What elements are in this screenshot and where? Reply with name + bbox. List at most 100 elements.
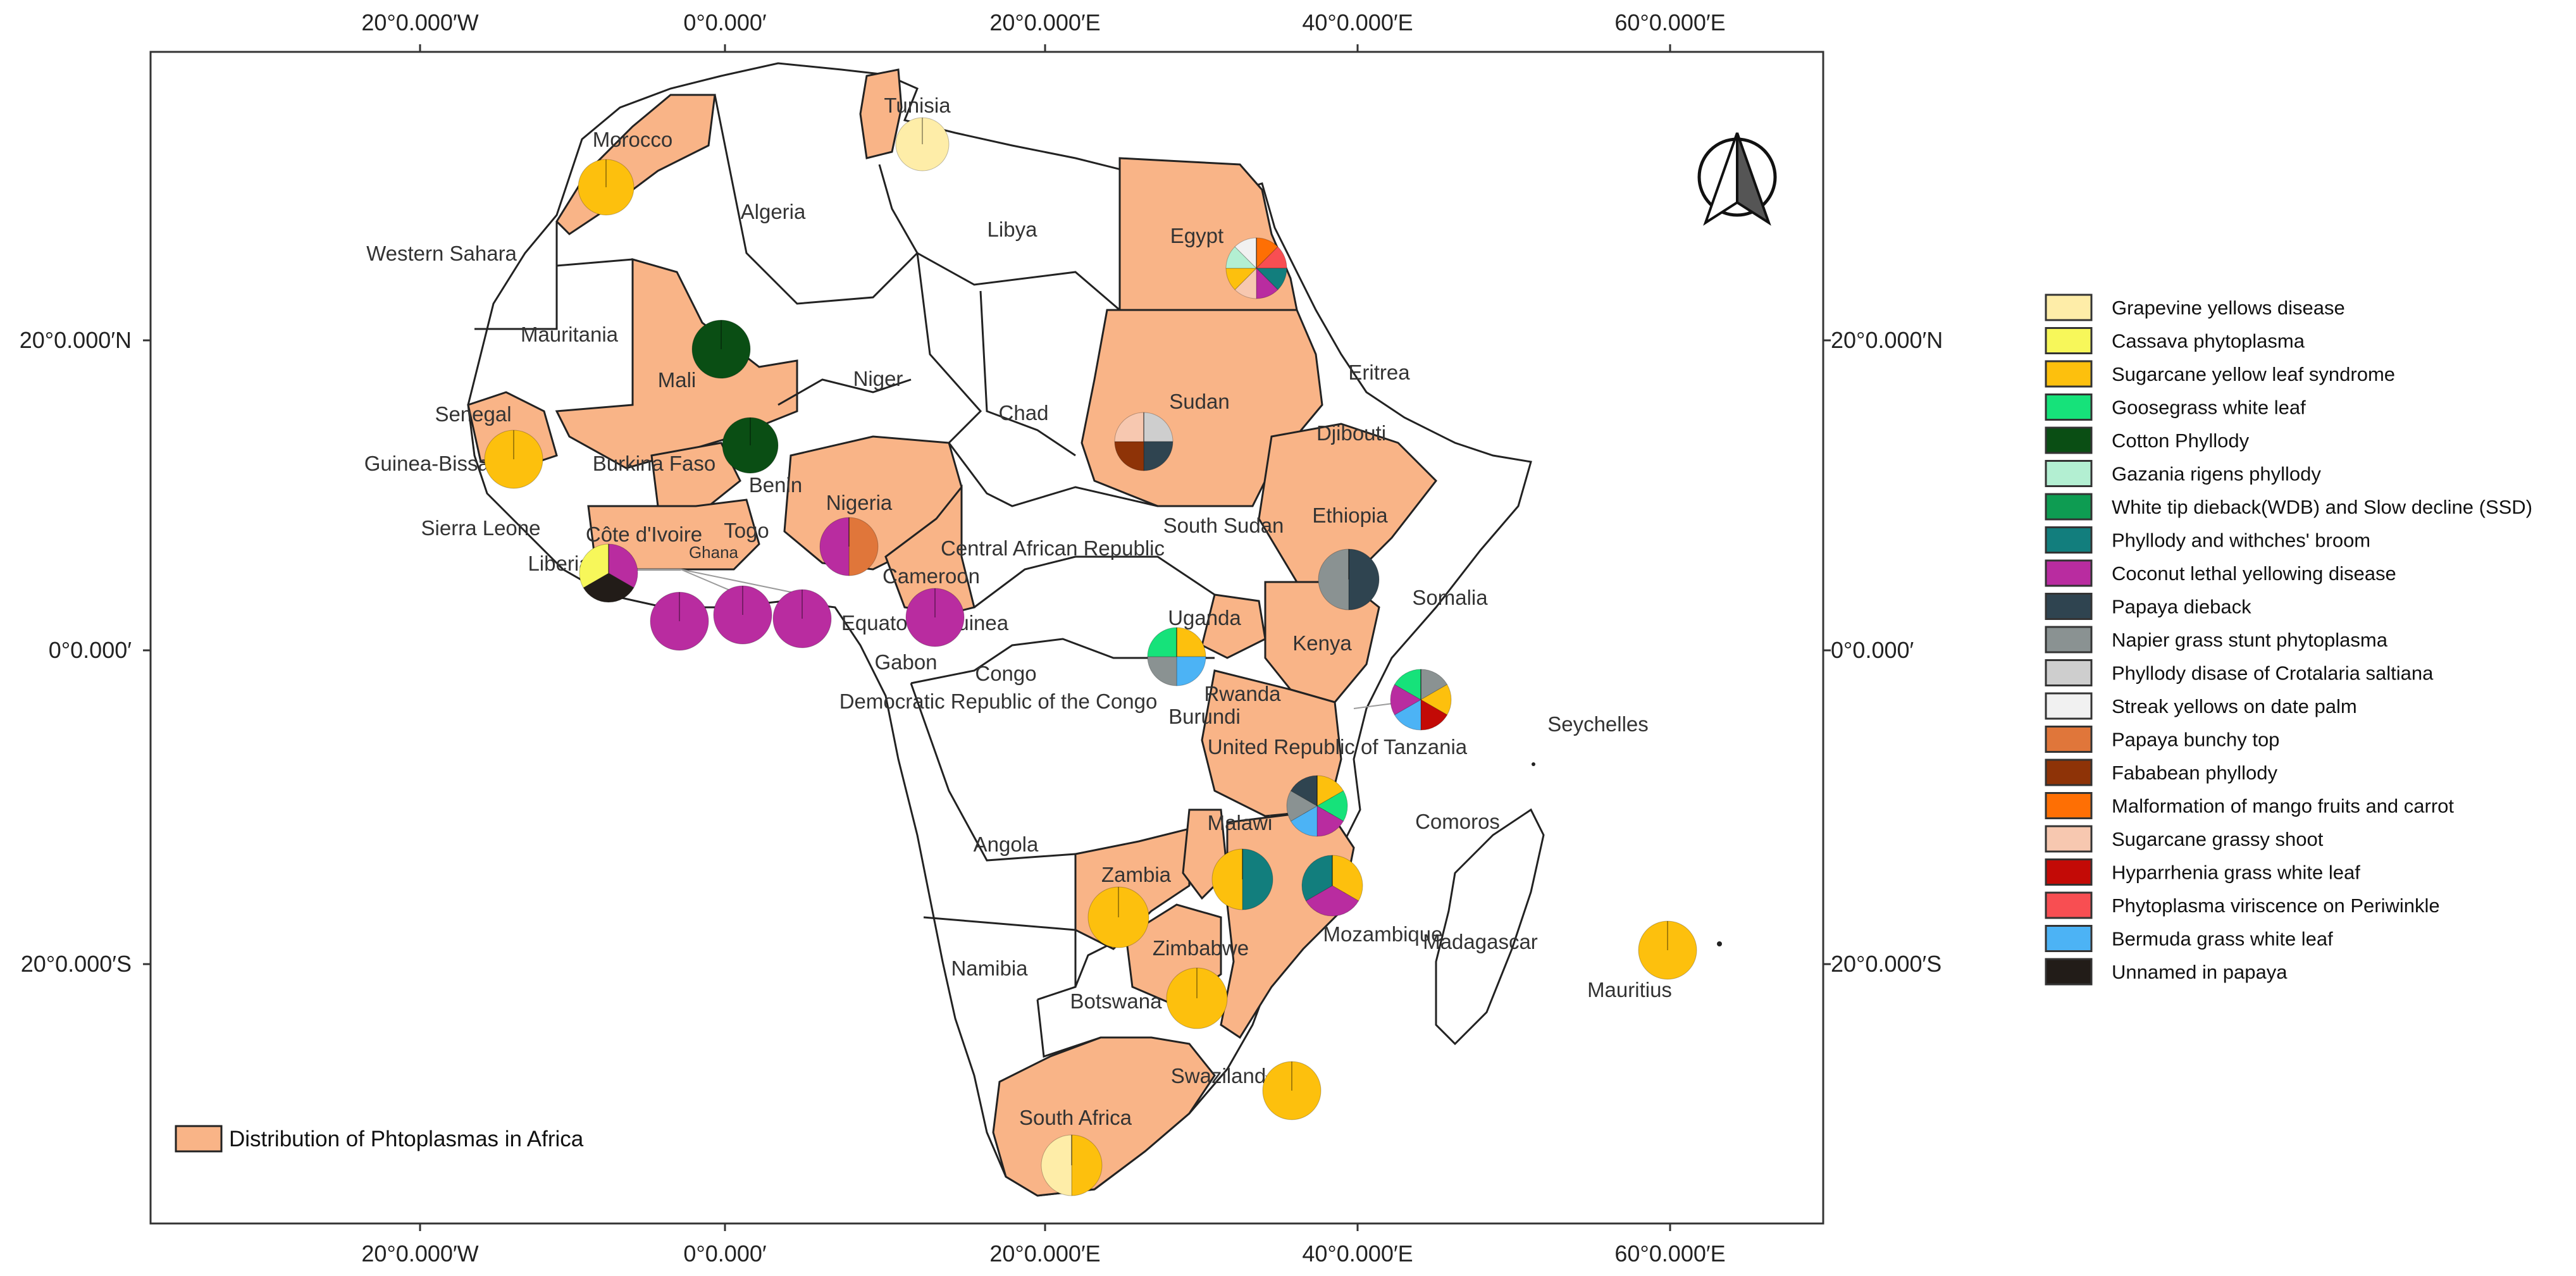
pie-slice — [1255, 268, 1287, 290]
pie-chart — [1114, 412, 1173, 471]
pie-slice — [905, 588, 965, 647]
pie-chart — [819, 517, 879, 576]
pie-slice — [1318, 548, 1349, 610]
country-label: Togo — [724, 519, 769, 542]
top-axis-label: 40°0.000′E — [1302, 9, 1413, 35]
country-label: Angola — [974, 833, 1039, 856]
country-label: Senegal — [435, 402, 511, 426]
pie-slice — [1147, 627, 1177, 657]
pie-slice — [1316, 775, 1344, 807]
pie-slice — [691, 319, 751, 379]
pie-slice — [1638, 920, 1697, 980]
legend-label: Phyllody disase of Crotalaria saltiana — [2112, 662, 2434, 684]
country-label: Eritrea — [1348, 361, 1410, 384]
pie-slice — [819, 517, 850, 576]
legend-label: Coconut lethal yellowing disease — [2112, 562, 2396, 585]
left-axis-label: 0°0.000′ — [49, 637, 132, 663]
country-label: Ghana — [689, 543, 739, 562]
country-label: Namibia — [951, 957, 1028, 980]
legend-swatch — [2045, 925, 2093, 952]
pie-slice — [1114, 441, 1144, 471]
pie-slice — [1143, 412, 1173, 442]
pie-slice — [1316, 790, 1348, 822]
pie-slice — [1143, 441, 1173, 471]
pie-slice — [608, 543, 638, 588]
pie-slice — [772, 589, 832, 648]
legend-swatch — [2045, 958, 2093, 986]
pie-slice — [713, 585, 772, 645]
pie-slice — [1071, 1134, 1103, 1196]
north-arrow-icon — [1697, 132, 1777, 226]
country-label: Uganda — [1168, 606, 1241, 629]
madagascar-island — [1435, 808, 1545, 1046]
legend-swatch — [2045, 327, 2093, 354]
pie-slice — [1234, 267, 1257, 299]
pie-slice — [1255, 246, 1287, 269]
country-label: Mozambique — [1323, 922, 1443, 946]
right-axis-label: 20°0.000′S — [1831, 951, 1941, 977]
pie-slice — [1290, 805, 1318, 837]
country-label: Chad — [999, 401, 1049, 424]
legend-swatch — [2045, 692, 2093, 720]
country-label: Malawi — [1208, 811, 1273, 834]
pie-slice — [583, 573, 635, 603]
country-label: South Sudan — [1163, 514, 1284, 537]
pie-chart — [722, 417, 779, 474]
pie-slice — [650, 592, 709, 651]
pie-chart — [1147, 627, 1206, 686]
country-labels: Tunisia Morocco Algeria Libya Egypt West… — [364, 94, 1672, 1129]
pie-slice — [1316, 805, 1344, 837]
pie-chart — [691, 319, 751, 379]
pie-slice — [1420, 699, 1448, 731]
pie-chart — [578, 159, 635, 216]
legend-swatch — [2045, 426, 2093, 454]
legend-swatch — [2045, 393, 2093, 421]
legend-label: Napier grass stunt phytoplasma — [2112, 629, 2388, 651]
pie-slice — [1211, 848, 1243, 910]
legend-label: Grapevine yellows disease — [2112, 297, 2345, 319]
country-label: Zimbabwe — [1153, 936, 1249, 960]
legend-swatch — [2045, 858, 2093, 886]
legend-label: Sugarcane yellow leaf syndrome — [2112, 363, 2395, 385]
region-uganda — [1201, 593, 1266, 659]
country-label: Seychelles — [1547, 712, 1649, 736]
pie-slice — [1332, 855, 1363, 901]
pie-slice — [1256, 237, 1279, 269]
pie-slice — [1290, 775, 1318, 807]
legend-swatch — [2045, 493, 2093, 521]
legend: Grapevine yellows disease Cassava phytopl… — [2045, 294, 2532, 986]
distribution-legend: Distribution of Phtoplasmas in Africa — [175, 1125, 584, 1153]
axis-labels: 20°0.000′W 0°0.000′ 20°0.000′E 40°0.000′… — [20, 9, 1943, 1267]
country-label: Sudan — [1169, 390, 1229, 413]
pie-slice — [895, 117, 950, 171]
pie-chart — [1318, 548, 1380, 610]
pie-slice — [1348, 548, 1380, 610]
country-label: Libya — [988, 218, 1038, 241]
pie-slice — [579, 543, 609, 588]
country-label: Botswana — [1070, 989, 1163, 1013]
pie-slice — [1301, 855, 1333, 901]
right-axis-label: 20°0.000′N — [1831, 327, 1943, 353]
country-label: Guinea-Bissau — [364, 452, 501, 475]
legend-swatch — [2045, 360, 2093, 388]
pie-slice — [1256, 267, 1279, 299]
legend-swatch — [2045, 294, 2093, 321]
tick-marks — [143, 44, 1831, 1231]
country-label: Burundi — [1168, 705, 1241, 728]
country-label: Mali — [658, 368, 697, 392]
country-label: Ethiopia — [1312, 504, 1388, 527]
country-label: Egypt — [1170, 224, 1223, 247]
top-axis-label: 20°0.000′W — [361, 9, 478, 35]
pie-chart — [579, 543, 638, 603]
pie-chart — [772, 589, 832, 648]
pie-chart — [484, 430, 543, 489]
pie-slice — [1041, 1134, 1072, 1196]
pie-slice — [1420, 669, 1448, 700]
bottom-axis-label: 20°0.000′E — [989, 1241, 1100, 1267]
legend-swatch — [2045, 526, 2093, 554]
pie-slice — [1225, 246, 1258, 269]
pie-slice — [1286, 790, 1318, 822]
region-ethiopia — [1258, 423, 1437, 583]
bottom-axis-label: 40°0.000′E — [1302, 1241, 1413, 1267]
